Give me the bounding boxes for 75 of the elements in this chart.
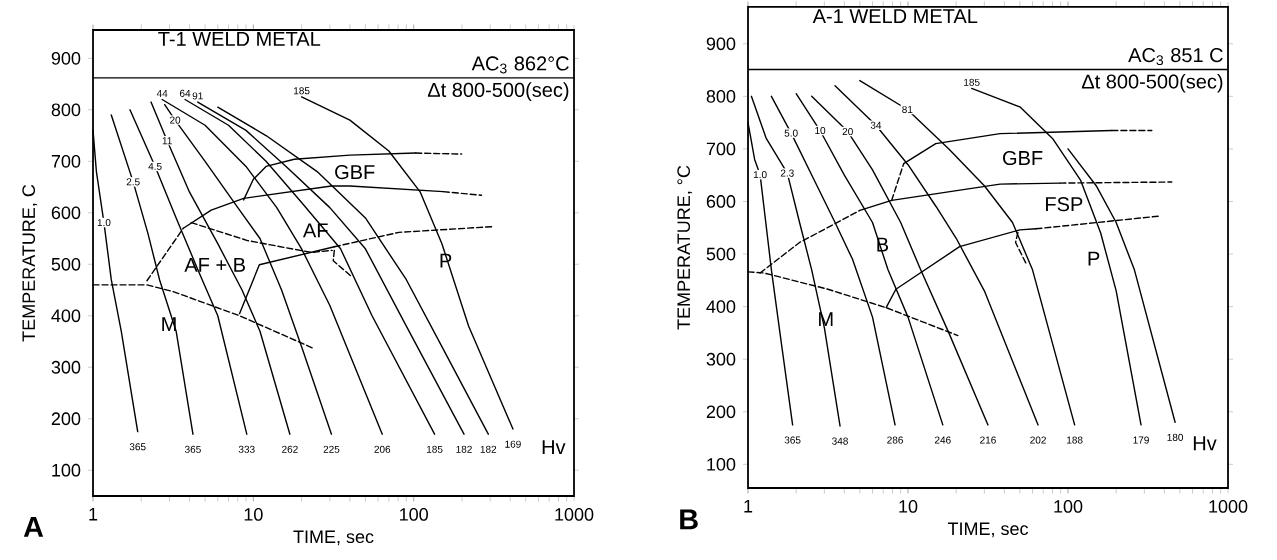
annotation: 185 xyxy=(426,445,443,453)
annotation: 11 xyxy=(162,137,172,145)
y-tick-label: 200 xyxy=(51,412,81,426)
y-tick-label: 900 xyxy=(51,51,81,65)
chart-title: T-1 WELD METAL xyxy=(158,32,321,46)
x-tick-label: 100 xyxy=(400,508,428,521)
annotation: 225 xyxy=(323,445,340,453)
annotation: GBF xyxy=(1003,150,1043,166)
annotation: 169 xyxy=(505,440,521,448)
annotation: 179 xyxy=(1133,436,1149,444)
annotation: Hv xyxy=(542,440,566,454)
y-tick-label: 700 xyxy=(51,154,81,168)
y-tick-label: 100 xyxy=(52,463,81,477)
annotation: 188 xyxy=(1067,436,1083,444)
y-tick-label: 700 xyxy=(706,142,736,156)
annotation: 10 xyxy=(815,126,826,135)
annotation: GBF xyxy=(335,165,375,180)
y-axis-title: TEMPERATURE, °C xyxy=(677,165,693,330)
annotation: 185 xyxy=(964,78,980,86)
annotation: 34 xyxy=(870,121,882,129)
x-axis-title: TIME, sec xyxy=(947,522,1029,538)
y-tick-label: 800 xyxy=(51,103,81,117)
annotation: 246 xyxy=(934,436,951,444)
annotation: 20 xyxy=(170,116,181,124)
annotation: 262 xyxy=(282,445,298,453)
x-tick-label: 100 xyxy=(1054,500,1083,513)
annotation: FSP xyxy=(1046,197,1083,212)
annotation: 365 xyxy=(784,436,801,444)
annotation: 365 xyxy=(184,445,201,453)
annotation: 202 xyxy=(1030,436,1046,444)
y-tick-label: 400 xyxy=(51,309,81,323)
y-tick-label: 400 xyxy=(706,300,736,313)
annotation: 216 xyxy=(980,436,996,444)
text: B xyxy=(680,509,698,530)
y-tick-label: 800 xyxy=(706,89,736,103)
annotation: 286 xyxy=(887,436,903,444)
annotation: 206 xyxy=(374,445,391,453)
annotation: 44 xyxy=(156,90,168,97)
annotation: 348 xyxy=(832,437,848,445)
annotation: Hv xyxy=(1193,436,1217,451)
x-tick-label: 1 xyxy=(744,500,753,513)
y-tick-label: 300 xyxy=(706,352,736,366)
y-axis-title: TEMPERATURE, C xyxy=(22,184,38,342)
x-axis-title: TIME, sec xyxy=(293,530,374,546)
annotation: 20 xyxy=(842,128,853,136)
annotation: AF xyxy=(302,223,328,238)
x-tick-label: 1000 xyxy=(1209,500,1248,513)
y-tick-label: 500 xyxy=(706,247,736,261)
x-tick-label: 10 xyxy=(244,508,263,521)
y-tick-label: 300 xyxy=(51,360,81,374)
y-tick-label: 900 xyxy=(706,37,736,51)
x-tick-label: 10 xyxy=(899,500,918,513)
chart-title: A-1 WELD METAL xyxy=(812,9,978,24)
annotation: 333 xyxy=(238,445,255,453)
y-tick-label: 100 xyxy=(707,457,736,471)
annotation: 64 xyxy=(179,89,191,97)
annotation: 182 xyxy=(480,445,497,453)
text: A xyxy=(23,517,44,537)
annotation: 81 xyxy=(902,105,913,114)
y-tick-label: 600 xyxy=(51,206,81,220)
annotation: 365 xyxy=(129,443,146,451)
annotation: 182 xyxy=(456,445,472,453)
x-tick-label: 1 xyxy=(89,508,98,521)
y-tick-label: 200 xyxy=(706,405,736,419)
y-tick-label: 600 xyxy=(706,195,736,208)
ref-line-label: AC$_{3}$ 862°C xyxy=(471,56,569,74)
x-tick-label: 1000 xyxy=(555,508,594,521)
annotation: P xyxy=(1088,251,1100,266)
ref-line-label: AC$_{3}$ 851 C xyxy=(1128,48,1223,66)
annotation: Δt 800-500(sec) xyxy=(1081,73,1223,93)
annotation: 91 xyxy=(192,92,203,100)
y-tick-label: 500 xyxy=(51,257,81,271)
annotation: 180 xyxy=(1167,433,1184,441)
annotation: Δt 800-500(sec) xyxy=(427,82,569,101)
annotation: 185 xyxy=(294,87,310,95)
